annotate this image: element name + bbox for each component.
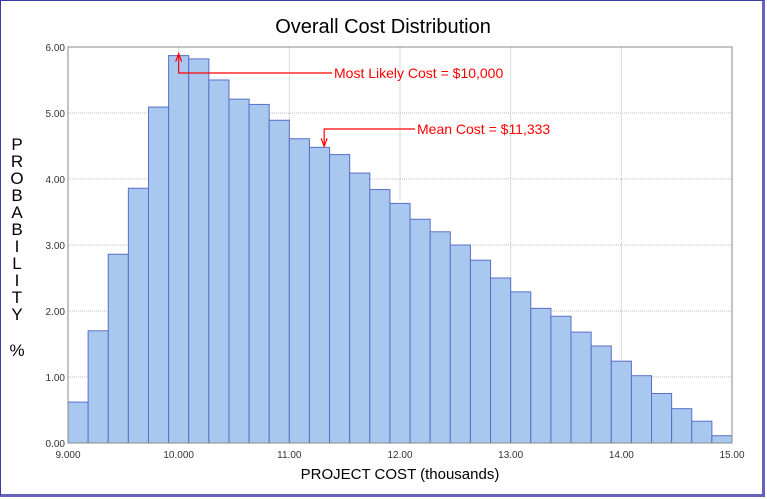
y-axis-label-letter: Y	[11, 305, 22, 324]
histogram-bar	[208, 79, 230, 444]
histogram-bar	[67, 401, 89, 444]
y-tick-label: 3.00	[46, 241, 66, 252]
x-tick-label: 10.000	[163, 450, 194, 461]
histogram-bar	[349, 172, 371, 444]
annotations: Most Likely Cost = $10,000 Mean Cost = $1…	[175, 51, 550, 149]
histogram-bar	[409, 218, 431, 444]
x-axis-label: PROJECT COST (thousands)	[301, 466, 500, 483]
histogram-bar	[530, 307, 552, 444]
y-axis-ticks: 0.00 1.00 2.00 3.00 4.00 5.00 6.00	[46, 43, 66, 450]
histogram-bar	[127, 187, 149, 444]
histogram-bar	[691, 420, 713, 444]
x-tick-label: 15.00	[719, 450, 744, 461]
histogram-bar	[429, 231, 451, 444]
histogram-bar	[671, 408, 693, 444]
histogram-bar	[550, 315, 572, 444]
y-axis-label-letter: A	[11, 203, 23, 222]
plot-area-border	[67, 46, 733, 444]
y-tick-label: 5.00	[46, 109, 66, 120]
histogram-bar	[630, 375, 653, 444]
y-tick-label: 2.00	[46, 307, 66, 318]
histogram-bar	[308, 146, 331, 444]
y-tick-label: 6.00	[46, 43, 66, 54]
most-likely-label: Most Likely Cost = $10,000	[334, 65, 503, 81]
y-tick-label: 0.00	[46, 439, 66, 450]
mean-label: Mean Cost = $11,333	[417, 121, 550, 137]
histogram-bar	[610, 360, 632, 444]
histogram-bar	[87, 330, 109, 444]
arrow-up-icon	[175, 51, 183, 62]
most-likely-arrow-line	[178, 53, 332, 74]
histogram-bar	[188, 58, 210, 444]
x-tick-label: 9.000	[55, 450, 80, 461]
y-tick-label: 4.00	[46, 175, 66, 186]
y-axis-unit: %	[9, 341, 24, 360]
histogram-bar	[288, 138, 310, 444]
histogram-bar	[147, 106, 170, 444]
histogram-bar	[107, 253, 129, 444]
bars	[67, 55, 733, 444]
histogram-bar	[228, 98, 250, 444]
y-axis-label-letter: B	[11, 186, 22, 205]
y-axis-label-letter: B	[11, 220, 22, 239]
y-axis-label-letter: R	[11, 152, 23, 171]
x-tick-label: 11.00	[277, 450, 302, 461]
x-axis-ticks: 9.000 10.000 11.00 12.00 13.00 14.00 15.00	[55, 450, 744, 461]
y-axis-label-letter: I	[15, 237, 20, 256]
histogram-bar	[329, 154, 351, 444]
arrow-down-icon	[320, 138, 328, 149]
histogram-bar	[389, 202, 411, 444]
histogram-bar	[711, 435, 733, 444]
x-tick-label: 14.00	[609, 450, 634, 461]
histogram-bar	[510, 291, 532, 444]
y-axis-label-letter: T	[12, 288, 22, 307]
histogram-bar	[268, 119, 290, 444]
x-tick-label: 12.00	[387, 450, 412, 461]
histogram-bar	[651, 393, 673, 444]
histogram-bar	[570, 331, 592, 444]
y-axis-label-letter: O	[10, 169, 23, 188]
y-axis-label-letter: P	[11, 135, 22, 154]
histogram-bar	[369, 189, 391, 444]
histogram-bar	[469, 259, 492, 444]
y-tick-label: 1.00	[46, 373, 66, 384]
histogram-bar	[490, 277, 512, 444]
y-axis-label-letter: L	[12, 254, 21, 273]
x-tick-label: 13.00	[498, 450, 523, 461]
chart-title: Overall Cost Distribution	[275, 16, 491, 38]
histogram-bar	[248, 103, 270, 444]
histogram-bar	[168, 55, 190, 444]
mean-arrow-line	[323, 128, 415, 147]
histogram-bar	[449, 244, 471, 444]
histogram-bar	[590, 345, 612, 444]
y-axis-label-letter: I	[15, 271, 20, 290]
